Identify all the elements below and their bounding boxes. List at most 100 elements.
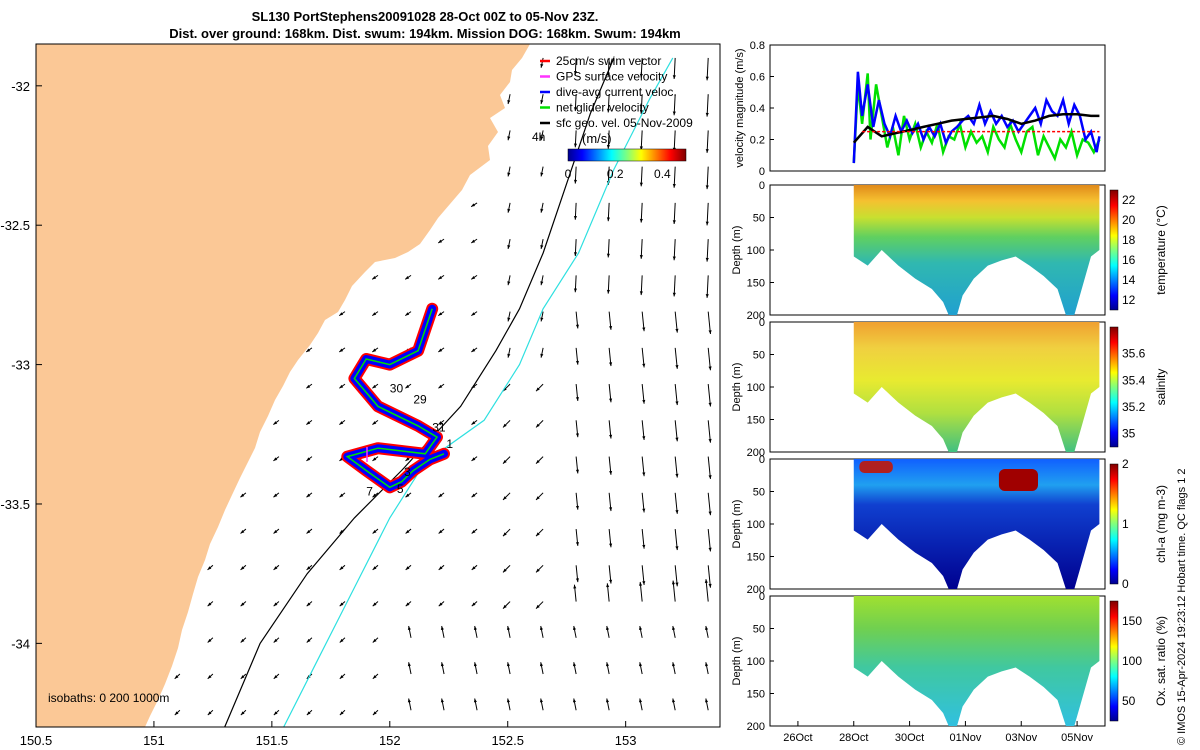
- velocity-arrow-head: [339, 638, 344, 643]
- velocity-arrow: [706, 57, 709, 81]
- velocity-arrow-head: [642, 327, 646, 332]
- velocity-arrow-head: [438, 239, 443, 243]
- colorbar-tick-label: 150: [1122, 614, 1142, 628]
- colorbar-tick-label: 22: [1122, 193, 1136, 207]
- velocity-arrow-head: [642, 363, 646, 368]
- velocity-arrow-head: [605, 698, 610, 703]
- velocity-arrow-head: [438, 384, 443, 389]
- section-field: [853, 459, 1100, 589]
- velocity-arrow-head: [339, 312, 344, 316]
- velocity-arrow-head: [339, 457, 344, 461]
- velocity-y-ticks: 0 0.2 0.4 0.6 0.8: [750, 40, 774, 178]
- velocity-arrow-head: [573, 216, 578, 220]
- velocity-arrow-head: [573, 288, 578, 293]
- velocity-arrow-head: [438, 602, 443, 607]
- velocity-arrow-head: [273, 602, 278, 607]
- velocity-y-tick-label: 0.2: [750, 135, 765, 147]
- velocity-arrow: [706, 130, 709, 153]
- depth-tick-label: 200: [747, 447, 765, 459]
- colorbar-tick-label: 0: [1122, 577, 1129, 591]
- velocity-arrow-head: [507, 208, 511, 213]
- colorbar-tick-label: 0.4: [654, 167, 671, 181]
- map-x-tick-label: 151: [143, 733, 165, 748]
- velocity-arrow-head: [672, 256, 676, 261]
- velocity-arrow-head: [306, 384, 311, 389]
- velocity-arrow-head: [273, 638, 278, 643]
- section-field: [853, 596, 1100, 726]
- velocity-arrow-head: [672, 220, 676, 224]
- time-tick-label: 28Oct: [839, 732, 868, 744]
- section-panel: 0 50 100 150 200 Depth (m) 12 14 16 18 20 22 tempera…: [731, 180, 1168, 322]
- day-label: 3: [404, 465, 411, 479]
- time-tick-label: 26Oct: [783, 732, 812, 744]
- velocity-arrow-head: [471, 203, 476, 207]
- velocity-arrow-head: [339, 602, 344, 607]
- glider-track-net-velocity: [345, 308, 445, 489]
- velocity-arrow: [707, 529, 711, 552]
- velocity-arrow-head: [609, 543, 613, 548]
- legend-entry: sfc geo. vel. 05-Nov-2009: [556, 116, 693, 130]
- velocity-arrow-head: [675, 473, 679, 478]
- velocity-arrow-head: [671, 580, 675, 585]
- velocity-arrow-head: [606, 217, 610, 222]
- velocity-arrow: [707, 420, 711, 443]
- velocity-arrow-head: [540, 245, 544, 249]
- colorbar-unit-label: (m/s): [582, 131, 612, 146]
- velocity-arrow-head: [273, 493, 278, 498]
- map-x-tick-label: 150.5: [20, 733, 53, 748]
- velocity-y-tick-label: 0: [759, 166, 765, 178]
- velocity-arrow-head: [207, 711, 212, 716]
- section-colorbar: [1109, 463, 1119, 585]
- velocity-arrow-head: [306, 457, 311, 461]
- colorbar-label: chl-a (mg m-3): [1154, 485, 1168, 563]
- velocity-arrow-head: [639, 218, 643, 223]
- velocity-arrow-head: [609, 398, 613, 403]
- velocity-arrow-head: [471, 493, 476, 498]
- velocity-arrow-head: [372, 638, 377, 643]
- velocity-arrow-head: [575, 433, 579, 438]
- velocity-arrow-head: [240, 711, 245, 716]
- depth-tick-label: 0: [759, 454, 765, 466]
- velocity-arrow-head: [405, 529, 410, 534]
- velocity-arrow-head: [536, 459, 540, 464]
- map-title-line2: Dist. over ground: 168km. Dist. swum: 19…: [169, 26, 681, 41]
- velocity-arrow-head: [609, 579, 613, 584]
- velocity-arrow-head: [540, 100, 544, 104]
- legend-entry: net glider velocity: [556, 101, 649, 115]
- velocity-arrow-head: [639, 146, 643, 151]
- velocity-arrow: [707, 492, 711, 516]
- chl-maximum-patch: [998, 469, 1038, 491]
- velocity-arrow-head: [306, 529, 311, 534]
- velocity-arrow-head: [536, 568, 540, 573]
- velocity-arrow-head: [473, 662, 477, 667]
- velocity-arrow-head: [306, 602, 311, 607]
- velocity-arrow-head: [609, 470, 613, 475]
- velocity-arrow-head: [438, 275, 443, 280]
- velocity-series-line: [852, 71, 1101, 164]
- map-y-tick-label: -33.5: [0, 497, 30, 512]
- colorbar-tick-label: 20: [1122, 213, 1136, 227]
- velocity-arrow-head: [642, 472, 646, 477]
- map-x-tick-label: 152: [379, 733, 401, 748]
- velocity-arrow-head: [572, 626, 576, 630]
- map-y-tick-label: -32.5: [0, 218, 30, 233]
- velocity-arrow-head: [207, 638, 212, 643]
- velocity-arrow-head: [339, 384, 344, 389]
- velocity-arrow-head: [438, 421, 443, 425]
- velocity-series-line: [852, 113, 1100, 144]
- velocity-arrow-head: [471, 275, 476, 280]
- day-label: 7: [366, 485, 373, 499]
- velocity-arrow-head: [539, 662, 543, 667]
- velocity-arrow-head: [575, 360, 579, 365]
- velocity-arrow-head: [536, 532, 540, 537]
- depth-tick-label: 0: [759, 591, 765, 603]
- colorbar-tick-label: 18: [1122, 233, 1136, 247]
- section-colorbar: [1109, 189, 1119, 311]
- section-colorbar: [1109, 600, 1119, 722]
- velocity-arrow-head: [708, 547, 712, 552]
- isobath-200m: [224, 57, 615, 727]
- day-label: 5: [397, 482, 404, 496]
- velocity-arrow-head: [339, 711, 344, 716]
- velocity-arrow-head: [405, 566, 410, 570]
- velocity-arrow-head: [705, 698, 709, 703]
